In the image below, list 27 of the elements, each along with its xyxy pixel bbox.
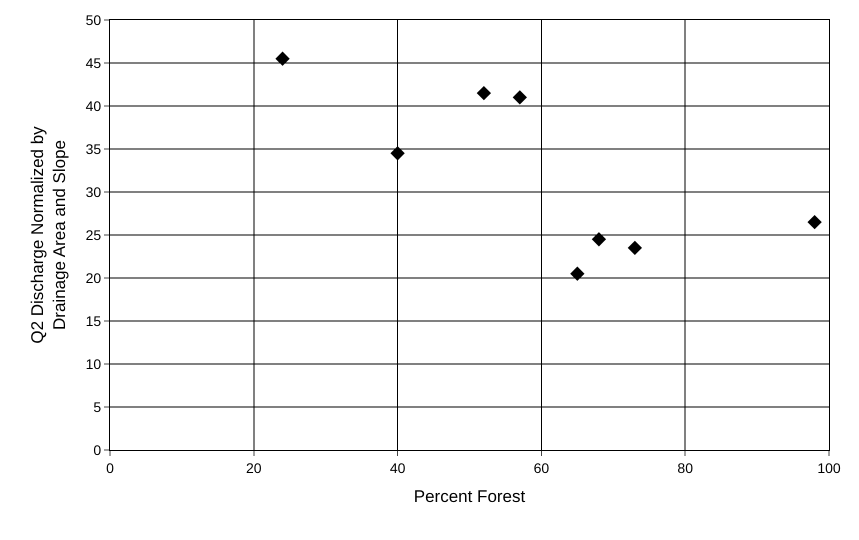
y-tick-label: 45 — [86, 54, 102, 71]
y-tick-label: 20 — [86, 270, 102, 286]
point — [592, 232, 606, 246]
y-tick-label: 0 — [93, 442, 102, 458]
x-tick-label: 40 — [390, 460, 406, 476]
x-tick-label: 80 — [677, 460, 694, 476]
x-axis-title: Percent Forest — [414, 487, 526, 506]
y-tick-label: 50 — [86, 12, 102, 28]
x-tick-label: 100 — [817, 460, 841, 476]
x-tick-label: 20 — [246, 460, 262, 476]
point — [628, 240, 642, 256]
y-tick-label: 40 — [86, 98, 102, 114]
point — [390, 146, 405, 160]
y-axis-title: Q2 Discharge Normalized by Drainage Area and Slope — [28, 126, 70, 344]
x-tick-label: 0 — [106, 460, 114, 476]
y-tick-label: 30 — [86, 184, 102, 200]
y-tick-label: 25 — [86, 226, 102, 243]
y-tick-label: 10 — [86, 356, 102, 372]
y-tick-label: 5 — [93, 398, 102, 415]
y-tick-label: 35 — [86, 140, 102, 157]
point — [476, 86, 492, 100]
x-tick-label: 60 — [534, 460, 550, 476]
point — [512, 90, 527, 105]
point — [275, 52, 290, 66]
point — [570, 266, 584, 281]
point — [807, 214, 822, 230]
y-tick-label: 15 — [86, 312, 102, 329]
